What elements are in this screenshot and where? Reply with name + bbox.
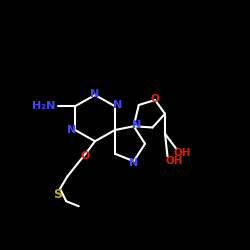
- Text: N: N: [113, 100, 122, 110]
- Text: N: N: [129, 158, 138, 168]
- Text: N: N: [66, 125, 76, 135]
- Text: N: N: [132, 120, 141, 130]
- Text: H₂N: H₂N: [32, 101, 56, 111]
- Text: OH: OH: [165, 156, 182, 166]
- Text: OH: OH: [173, 148, 191, 158]
- Text: N: N: [90, 89, 100, 99]
- Text: O: O: [80, 151, 90, 161]
- Text: S: S: [54, 188, 62, 202]
- Text: O: O: [150, 94, 160, 104]
